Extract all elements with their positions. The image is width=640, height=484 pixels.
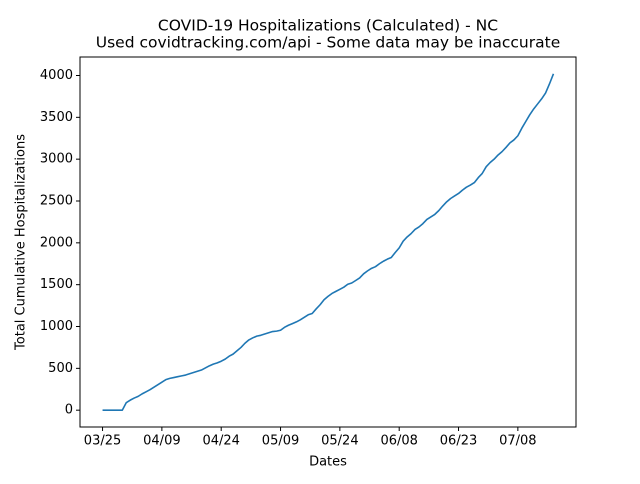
data-line	[102, 73, 555, 411]
x-tick-label: 06/23	[440, 434, 477, 449]
y-tick-label: 4000	[40, 68, 73, 83]
chart-subtitle: Used covidtracking.com/api - Some data m…	[96, 34, 561, 52]
x-tick-label: 04/09	[143, 434, 180, 449]
y-tick-label: 2000	[40, 235, 73, 250]
y-tick-label: 3000	[40, 152, 73, 167]
y-tick-label: 500	[48, 361, 73, 376]
x-tick-label: 03/25	[84, 434, 121, 449]
plot-frame	[79, 56, 577, 428]
y-tick-label: 1000	[40, 319, 73, 334]
y-tick-label: 0	[65, 403, 73, 418]
x-tick-label: 05/09	[262, 434, 299, 449]
x-tick-label: 06/08	[380, 434, 417, 449]
y-axis-label: Total Cumulative Hospitalizations	[14, 134, 29, 351]
y-tick-label: 1500	[40, 277, 73, 292]
chart-title: COVID-19 Hospitalizations (Calculated) -…	[158, 17, 498, 35]
y-tick-label: 2500	[40, 194, 73, 209]
y-tick-label: 3500	[40, 110, 73, 125]
x-tick-label: 07/08	[499, 434, 536, 449]
x-axis-label: Dates	[309, 455, 347, 470]
x-tick-label: 04/24	[202, 434, 239, 449]
x-tick-label: 05/24	[321, 434, 358, 449]
